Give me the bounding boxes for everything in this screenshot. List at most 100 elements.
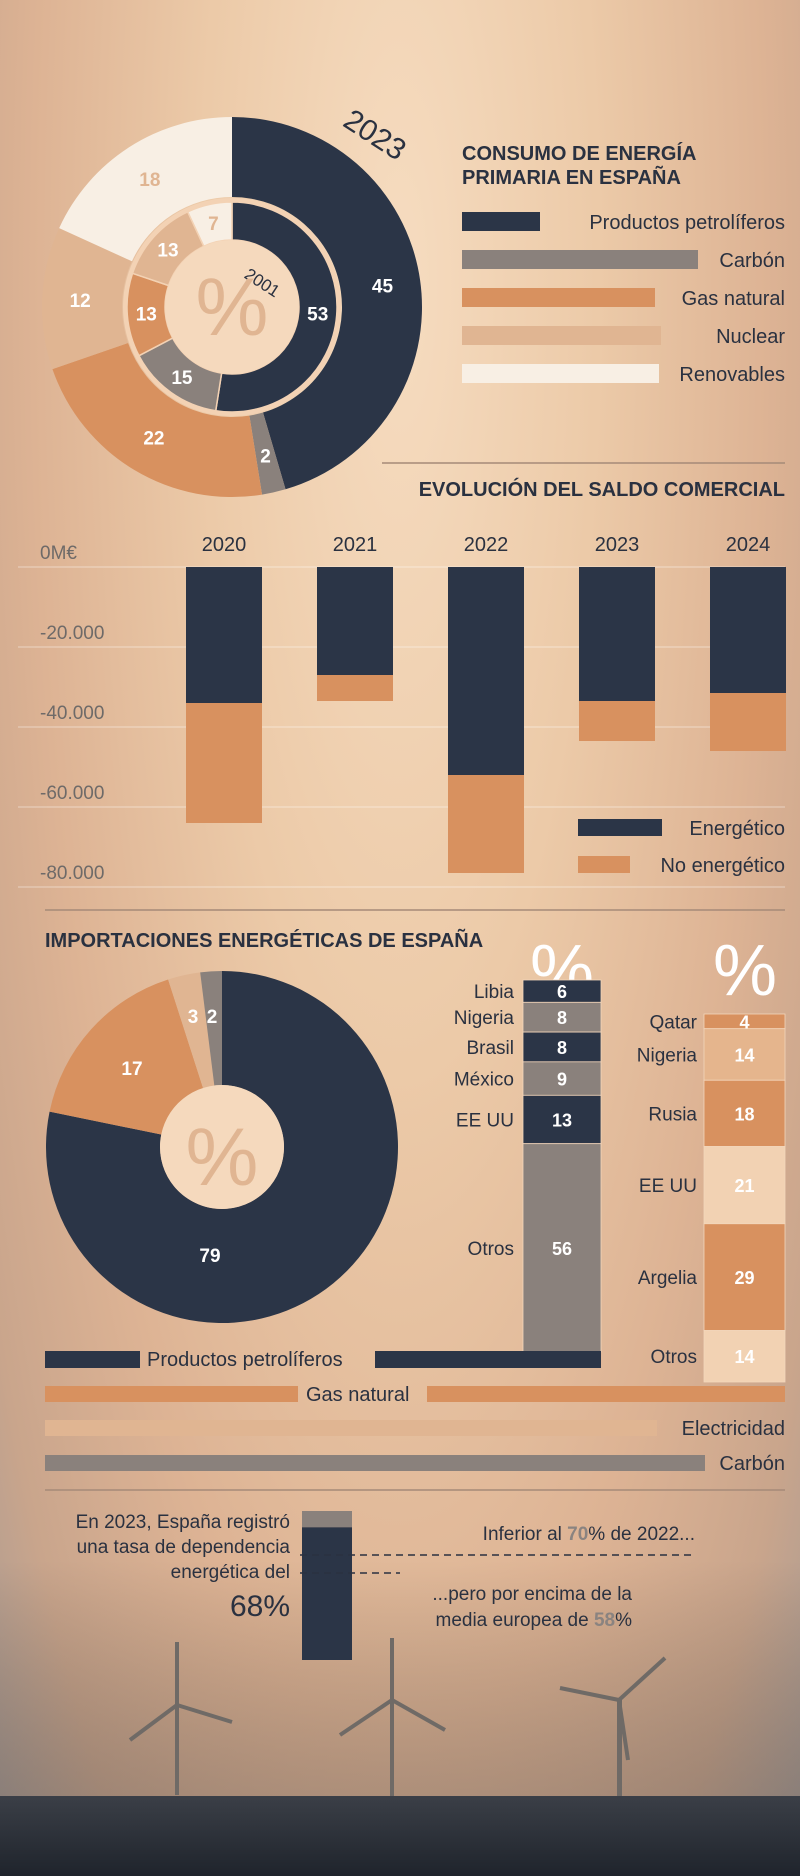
import-segment: [45, 971, 398, 1323]
outer-segment-nuclear-label: 12: [70, 291, 91, 312]
origin-country: EE UU: [639, 1176, 697, 1197]
legend-label: Renovables: [679, 364, 785, 386]
imports-legend: Productos petrolíferos Gas natural Electri…: [45, 1349, 785, 1475]
y-tick-label: -80.000: [40, 863, 104, 884]
comparison-eu-text-line2: media europea de 58%: [436, 1610, 633, 1631]
bar-no-energetico: [317, 675, 393, 701]
legend-label: Carbón: [719, 250, 785, 272]
dependency-value: 68%: [230, 1590, 290, 1623]
bar-energetico: [448, 567, 524, 775]
dependency-bar: [302, 1511, 352, 1660]
legend-swatch: [578, 856, 630, 873]
outer-segment-coal-label: 2: [260, 446, 271, 467]
bar-energetico: [579, 567, 655, 701]
bar-energetico: [710, 567, 786, 693]
legend-swatch: [462, 288, 655, 307]
outer-segment-nuclear: [41, 228, 132, 370]
trade-balance-legend: Energético No energético: [578, 818, 785, 877]
origin-country: Nigeria: [454, 1008, 515, 1029]
dependency-bar-2023: [302, 1527, 352, 1660]
dependency-bar-2022: [302, 1511, 352, 1528]
origin-value: 14: [734, 1045, 754, 1065]
origin-segment: [703, 1330, 786, 1383]
wind-turbine-icon: [559, 1656, 667, 1800]
legend-label: Energético: [689, 818, 785, 840]
trade-balance-chart: 0M€ -20.000 -40.000 -60.000 -80.000 2020 2021 2…: [18, 534, 786, 888]
origin-value: 56: [552, 1239, 572, 1259]
x-tick-label: 2024: [726, 534, 771, 556]
consumption-legend: Productos petrolíferos Carbón Gas natural N…: [462, 212, 785, 386]
bar-energetico: [186, 567, 262, 703]
y-tick-label: -20.000: [40, 623, 104, 644]
origin-country: Argelia: [638, 1268, 698, 1289]
import-segment-label: 3: [188, 1007, 199, 1028]
origin-country: Otros: [651, 1347, 697, 1368]
x-tick-label: 2022: [464, 534, 509, 556]
legend-swatch: [45, 1386, 298, 1402]
outer-segment-gas: [52, 342, 263, 498]
percent-symbol: %: [713, 931, 777, 1011]
trade-balance-title: EVOLUCIÓN DEL SALDO COMERCIAL: [419, 477, 785, 501]
y-tick-label: -60.000: [40, 783, 104, 804]
dependency-text-line3: energética del: [171, 1562, 290, 1583]
legend-swatch: [45, 1420, 657, 1436]
legend-swatch: [375, 1351, 601, 1368]
origin-country: México: [454, 1070, 514, 1091]
petroleum-origin-stack: 6 Libia 8 Nigeria 8 Brasil 9 México 13 EE UU 56 Otr…: [454, 979, 602, 1353]
import-segment-label: 17: [121, 1059, 142, 1080]
outer-segment-petroleum: [232, 117, 423, 490]
origin-value: 4: [739, 1012, 749, 1032]
origin-value: 29: [734, 1268, 754, 1288]
origin-value: 8: [557, 1008, 567, 1028]
origin-country: Qatar: [649, 1012, 697, 1033]
outer-segment-renewables-label: 18: [139, 170, 160, 191]
sea: [0, 1796, 800, 1876]
import-segment: [49, 979, 204, 1135]
legend-label: Gas natural: [306, 1384, 409, 1406]
import-segment: [200, 971, 222, 1086]
origin-country: Rusia: [648, 1104, 697, 1125]
import-segment-label: 79: [199, 1246, 220, 1267]
bar-no-energetico: [579, 701, 655, 741]
dependency-text-line1: En 2023, España registró: [76, 1512, 290, 1533]
legend-swatch: [45, 1351, 140, 1368]
origin-value: 18: [734, 1104, 754, 1124]
legend-label: Nuclear: [716, 326, 785, 348]
imports-title: IMPORTACIONES ENERGÉTICAS DE ESPAÑA: [45, 929, 483, 952]
inner-segment-petroleum-label: 53: [307, 305, 328, 326]
y-tick-label: -40.000: [40, 703, 104, 724]
origin-country: Brasil: [466, 1038, 514, 1059]
wind-turbine-icon: [338, 1638, 446, 1800]
gas-origin-stack: 4 Qatar 14 Nigeria 18 Rusia 21 EE UU 29 Argelia 14…: [637, 1012, 786, 1383]
origin-value: 13: [552, 1111, 572, 1131]
legend-label: Productos petrolíferos: [147, 1349, 343, 1371]
consumption-title-line2: PRIMARIA EN ESPAÑA: [462, 166, 681, 189]
percent-symbol: %: [196, 262, 269, 353]
bar-energetico: [317, 567, 393, 675]
origin-value: 8: [557, 1038, 567, 1058]
inner-segment-nuclear-label: 13: [157, 241, 178, 262]
bar-no-energetico: [186, 703, 262, 823]
origin-segment: [703, 1146, 786, 1225]
inner-segment-gas-label: 13: [136, 305, 157, 326]
legend-swatch: [462, 212, 540, 231]
origin-value: 9: [557, 1070, 567, 1090]
legend-label: Productos petrolíferos: [589, 212, 785, 234]
legend-swatch: [462, 364, 659, 383]
legend-swatch: [427, 1386, 785, 1402]
wind-turbines: [128, 1638, 667, 1800]
origin-value: 6: [557, 982, 567, 1002]
legend-label: Gas natural: [682, 288, 785, 310]
inner-segment-coal-label: 15: [171, 368, 193, 389]
imports-donut: 79 17 3 2: [45, 971, 398, 1323]
dependency-text-line2: una tasa de dependencia: [77, 1537, 291, 1558]
origin-country: Nigeria: [637, 1045, 698, 1066]
origin-value: 21: [734, 1176, 754, 1196]
wind-turbine-icon: [128, 1642, 233, 1795]
origin-segment: [703, 1079, 786, 1147]
origin-value: 14: [734, 1347, 754, 1367]
import-segment-label: 2: [207, 1007, 218, 1028]
legend-swatch: [578, 819, 662, 836]
